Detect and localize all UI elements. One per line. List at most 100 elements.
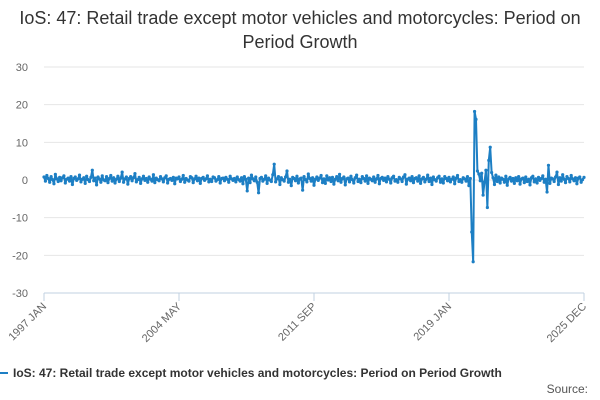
data-point[interactable] xyxy=(322,177,326,181)
data-point[interactable] xyxy=(492,182,497,187)
data-point[interactable] xyxy=(559,179,563,183)
data-point[interactable] xyxy=(374,177,379,181)
data-point[interactable] xyxy=(391,174,396,178)
data-point[interactable] xyxy=(241,182,245,186)
data-point[interactable] xyxy=(93,176,97,180)
data-point[interactable] xyxy=(325,174,329,178)
data-point[interactable] xyxy=(414,176,418,180)
data-point[interactable] xyxy=(337,172,342,176)
data-point[interactable] xyxy=(210,179,214,184)
data-point[interactable] xyxy=(242,175,246,179)
data-point[interactable] xyxy=(497,175,501,179)
data-point[interactable] xyxy=(333,177,337,181)
data-point[interactable] xyxy=(85,174,89,178)
data-point[interactable] xyxy=(370,179,374,183)
data-point[interactable] xyxy=(556,182,561,187)
data-point[interactable] xyxy=(239,176,244,180)
data-point[interactable] xyxy=(212,176,217,180)
data-point[interactable] xyxy=(160,177,164,181)
data-point[interactable] xyxy=(569,173,573,178)
data-point[interactable] xyxy=(484,168,488,172)
data-point[interactable] xyxy=(52,182,56,186)
data-point[interactable] xyxy=(225,177,229,181)
data-point[interactable] xyxy=(295,174,299,178)
data-point[interactable] xyxy=(183,180,187,184)
data-point[interactable] xyxy=(491,176,495,180)
data-point[interactable] xyxy=(234,180,238,184)
data-point[interactable] xyxy=(67,179,72,183)
data-point[interactable] xyxy=(551,177,555,181)
data-point[interactable] xyxy=(191,181,195,185)
data-point[interactable] xyxy=(139,181,143,185)
data-point[interactable] xyxy=(568,180,572,184)
data-point[interactable] xyxy=(42,175,46,179)
data-point[interactable] xyxy=(352,181,356,185)
data-point[interactable] xyxy=(308,176,312,181)
data-point[interactable] xyxy=(524,175,528,179)
data-point[interactable] xyxy=(403,173,407,177)
data-point[interactable] xyxy=(305,180,309,184)
data-point[interactable] xyxy=(177,175,181,179)
data-point[interactable] xyxy=(501,177,505,181)
data-point[interactable] xyxy=(526,177,531,181)
data-point[interactable] xyxy=(404,182,408,186)
data-point[interactable] xyxy=(130,179,134,183)
data-point[interactable] xyxy=(494,173,498,177)
data-point[interactable] xyxy=(490,170,494,175)
data-point[interactable] xyxy=(161,180,165,184)
data-point[interactable] xyxy=(232,176,237,181)
data-point[interactable] xyxy=(566,176,570,181)
data-point[interactable] xyxy=(558,176,562,180)
data-point[interactable] xyxy=(548,181,552,185)
data-point[interactable] xyxy=(187,179,191,183)
data-point[interactable] xyxy=(110,179,114,183)
data-point[interactable] xyxy=(475,169,480,173)
data-point[interactable] xyxy=(416,179,420,183)
data-point[interactable] xyxy=(488,145,492,149)
data-point[interactable] xyxy=(66,176,70,180)
data-point[interactable] xyxy=(97,177,102,181)
data-point[interactable] xyxy=(117,179,121,184)
data-point[interactable] xyxy=(144,176,148,181)
data-point[interactable] xyxy=(509,179,514,183)
data-point[interactable] xyxy=(424,177,428,181)
data-point[interactable] xyxy=(531,174,535,178)
data-point[interactable] xyxy=(455,173,460,178)
data-point[interactable] xyxy=(126,182,130,186)
data-point[interactable] xyxy=(265,181,269,185)
data-point[interactable] xyxy=(207,180,211,184)
data-point[interactable] xyxy=(153,181,157,185)
data-point[interactable] xyxy=(495,179,499,184)
data-point[interactable] xyxy=(170,178,174,182)
data-point[interactable] xyxy=(318,176,322,180)
data-point[interactable] xyxy=(133,172,137,176)
data-point[interactable] xyxy=(434,179,438,183)
data-point[interactable] xyxy=(573,176,578,180)
data-point[interactable] xyxy=(129,175,133,179)
data-point[interactable] xyxy=(366,181,370,185)
data-point[interactable] xyxy=(59,179,63,183)
data-point[interactable] xyxy=(353,176,357,180)
data-point[interactable] xyxy=(451,175,455,179)
data-point[interactable] xyxy=(448,180,453,184)
data-point[interactable] xyxy=(346,176,350,180)
data-point[interactable] xyxy=(544,177,548,181)
data-point[interactable] xyxy=(272,162,276,166)
data-point[interactable] xyxy=(227,180,231,184)
data-point[interactable] xyxy=(259,175,264,179)
data-point[interactable] xyxy=(204,177,208,181)
data-point[interactable] xyxy=(514,176,518,180)
data-point[interactable] xyxy=(522,181,526,185)
data-point[interactable] xyxy=(417,174,421,178)
data-point[interactable] xyxy=(205,174,210,178)
data-point[interactable] xyxy=(276,175,281,179)
data-point[interactable] xyxy=(534,177,538,181)
data-point[interactable] xyxy=(137,175,141,179)
data-point[interactable] xyxy=(92,179,96,183)
data-point[interactable] xyxy=(562,177,566,181)
data-point[interactable] xyxy=(228,174,232,178)
data-point[interactable] xyxy=(511,176,515,181)
data-point[interactable] xyxy=(477,172,481,176)
data-point[interactable] xyxy=(409,179,413,183)
data-point[interactable] xyxy=(505,183,509,187)
